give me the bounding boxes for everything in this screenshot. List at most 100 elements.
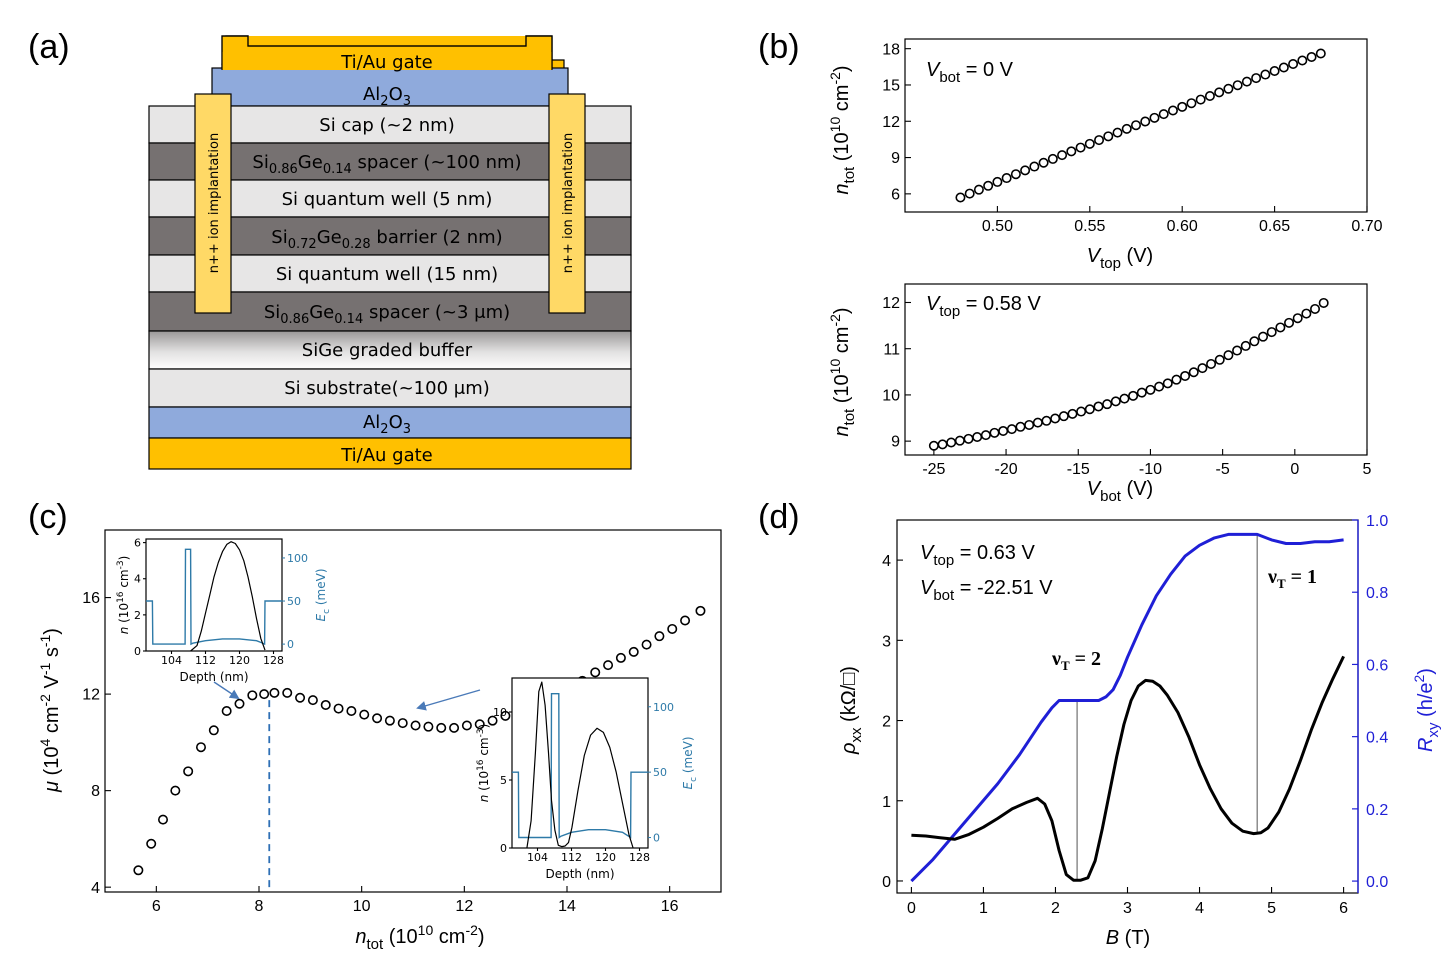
data-point	[1319, 299, 1327, 307]
x-tick-label: 3	[1123, 900, 1132, 917]
data-point	[222, 707, 230, 715]
y-tick-label: 8	[91, 783, 100, 800]
data-point	[1207, 360, 1215, 368]
inset-y2-tick-label: 0	[287, 638, 294, 651]
y-tick-label: 0	[882, 874, 891, 891]
bottom-gate-label: Ti/Au gate	[340, 445, 433, 466]
data-point	[696, 607, 704, 615]
d-nu2-label: νT = 2	[1051, 648, 1101, 673]
data-point	[309, 696, 317, 704]
y-tick-label: 1	[882, 794, 891, 811]
data-point	[617, 654, 625, 662]
data-point	[1051, 414, 1059, 422]
data-point	[1060, 412, 1068, 420]
panel-b-bottom-chart: -25 -20 -15 -10 -5 0 5 9 10 11 12 Vtop = 0.58 V Vb…	[827, 284, 1372, 505]
data-point	[197, 743, 205, 751]
data-point	[681, 616, 689, 624]
x-tick-label: -5	[1216, 461, 1230, 478]
data-point	[1112, 397, 1120, 405]
data-point	[1178, 103, 1186, 111]
inset-y2-tick-label: 0	[653, 832, 660, 845]
b-bottom-annotation: Vtop = 0.58 V	[926, 293, 1041, 320]
data-point	[956, 193, 964, 201]
x-tick-label: 0.50	[982, 218, 1013, 235]
data-point	[1280, 63, 1288, 71]
panel-label-a: (a)	[28, 28, 70, 66]
data-point	[437, 724, 445, 732]
data-point	[965, 189, 973, 197]
data-point	[1068, 410, 1076, 418]
data-point	[235, 700, 243, 708]
data-point	[1270, 67, 1278, 75]
data-point	[1181, 372, 1189, 380]
data-point	[1008, 425, 1016, 433]
y-tick-label: 15	[882, 78, 900, 95]
data-point	[1169, 106, 1177, 114]
data-point	[1172, 375, 1180, 383]
y-tick-label: 12	[82, 687, 100, 704]
inset1-xlabel: Depth (nm)	[179, 670, 248, 684]
x-tick-label: 1	[979, 900, 988, 917]
data-point	[1104, 132, 1112, 140]
inset-y2-tick-label: 50	[287, 595, 301, 608]
y-tick-label: 4	[91, 880, 100, 897]
inset-y2-tick-label: 50	[653, 766, 667, 779]
inset-y-tick-label: 0	[134, 645, 141, 658]
inset2-ylabel-left: n (1016 cm-3)	[476, 724, 491, 803]
y-tick-label: 9	[891, 150, 900, 167]
x-tick-label: -25	[922, 461, 945, 478]
panel-label-b: (b)	[758, 28, 800, 66]
data-point	[938, 440, 946, 448]
data-point	[1206, 92, 1214, 100]
x-tick-label: 0	[1290, 461, 1299, 478]
data-point	[975, 185, 983, 193]
d-annotation-bot: Vbot = -22.51 V	[920, 577, 1053, 604]
c-arrow-left	[214, 682, 238, 698]
data-point	[1242, 342, 1250, 350]
data-point	[260, 690, 268, 698]
data-point	[1016, 423, 1024, 431]
data-point	[1285, 319, 1293, 327]
inset-y2-tick-label: 100	[287, 552, 308, 565]
data-point	[956, 436, 964, 444]
data-point	[604, 661, 612, 669]
inset-y-tick-label: 0	[500, 842, 507, 855]
x-tick-label: 10	[353, 898, 371, 915]
data-point	[1034, 418, 1042, 426]
c-xlabel: ntot (1010 cm-2)	[355, 922, 484, 953]
data-point	[982, 431, 990, 439]
data-point	[1146, 386, 1154, 394]
x-tick-label: -10	[1139, 461, 1162, 478]
data-point	[1289, 60, 1297, 68]
data-point	[1224, 351, 1232, 359]
data-point	[1039, 159, 1047, 167]
y-tick-label: 18	[882, 41, 900, 58]
y2-tick-label: 0.6	[1366, 657, 1388, 674]
data-point	[1252, 74, 1260, 82]
x-tick-label: 16	[661, 898, 679, 915]
data-point	[1298, 56, 1306, 64]
panel-label-d: (d)	[758, 498, 800, 536]
y-tick-label: 12	[882, 114, 900, 131]
data-point	[1103, 400, 1111, 408]
implant-left-label: n++ ion implantation	[207, 133, 222, 273]
data-point	[1120, 394, 1128, 402]
panel-label-c: (c)	[28, 498, 68, 536]
x-tick-label: 0.55	[1074, 218, 1105, 235]
y-tick-label: 3	[882, 633, 891, 650]
data-point	[642, 640, 650, 648]
data-point	[283, 689, 291, 697]
data-point	[147, 840, 155, 848]
x-tick-label: 14	[558, 898, 576, 915]
inset-y-tick-label: 5	[500, 774, 507, 787]
y2-tick-label: 1.0	[1366, 513, 1388, 530]
inset-x-tick-label: 112	[561, 851, 582, 864]
y-tick-label: 6	[891, 186, 900, 203]
data-point	[210, 726, 218, 734]
data-point	[1268, 328, 1276, 336]
inset2-xlabel: Depth (nm)	[545, 867, 614, 881]
data-point	[184, 767, 192, 775]
x-tick-label: 4	[1195, 900, 1204, 917]
data-point	[463, 721, 471, 729]
